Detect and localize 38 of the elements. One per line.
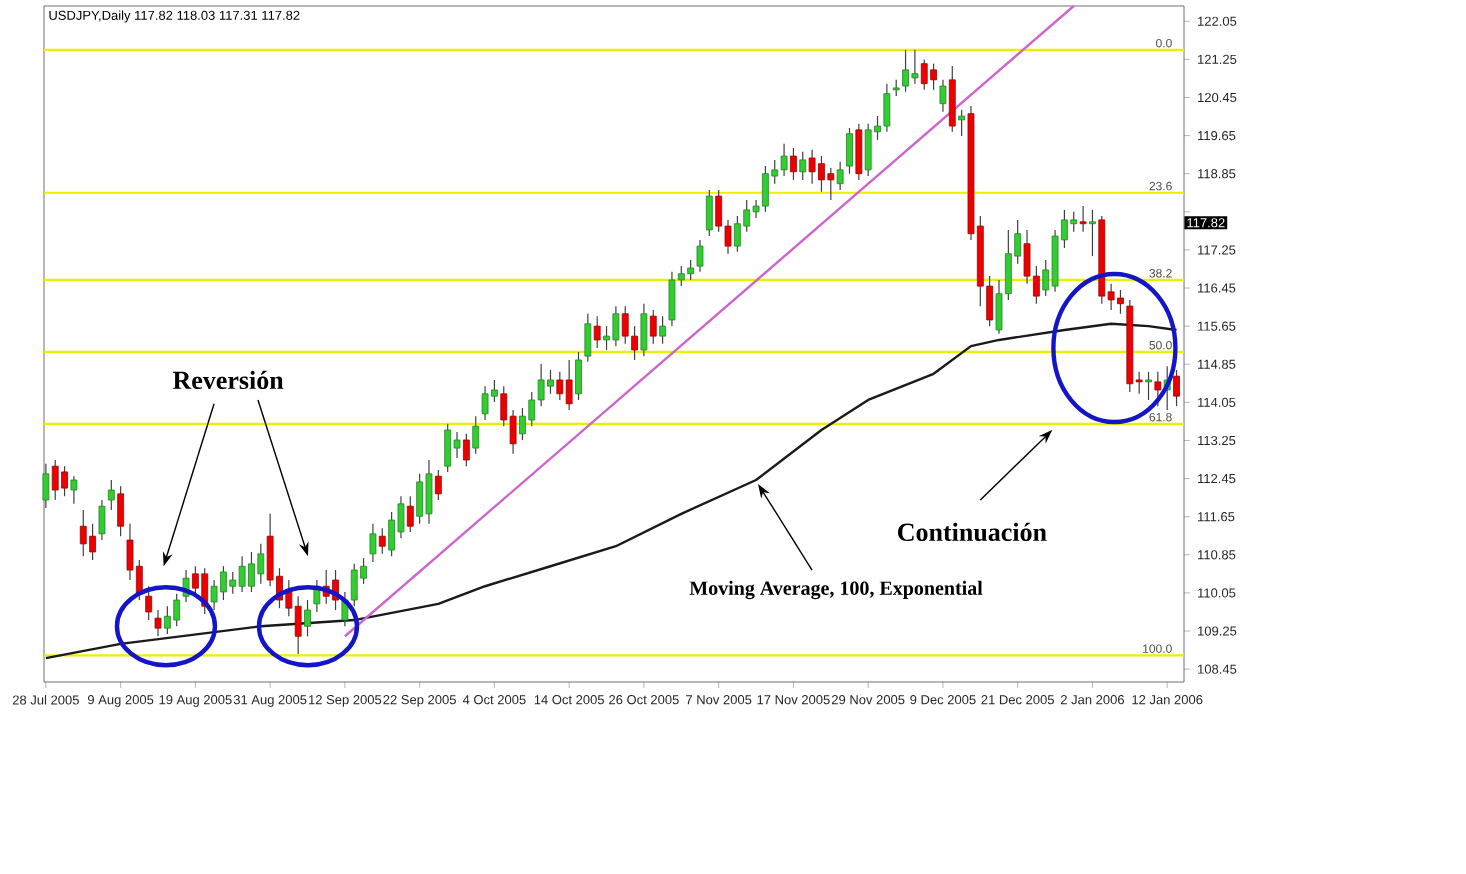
candlestick: [1079, 205, 1087, 233]
line-series: [44, 322, 1178, 660]
candlestick: [154, 609, 162, 637]
candlestick: [855, 123, 863, 181]
candlestick: [434, 469, 442, 501]
candlestick: [1145, 371, 1152, 401]
candlestick: [584, 313, 592, 363]
candlestick: [593, 315, 601, 349]
candlestick: [649, 309, 657, 345]
candlestick: [1173, 369, 1180, 407]
candlestick: [640, 303, 648, 357]
candlestick: [369, 523, 377, 563]
candlestick: [1089, 209, 1096, 257]
candlestick: [846, 127, 853, 175]
candlestick: [1154, 371, 1162, 407]
candlestick: [406, 495, 414, 533]
candlestick: [948, 65, 956, 133]
candlestick: [958, 109, 966, 137]
candlestick: [107, 479, 115, 511]
text: Moving Average, 100, Exponential: [689, 580, 983, 600]
candlestick: [462, 433, 470, 467]
candlestick: [790, 147, 797, 181]
annotation: Reversión: [172, 370, 284, 390]
candlestick: [304, 599, 311, 637]
candlestick: [939, 79, 947, 113]
candlestick: [696, 239, 704, 273]
candlestick: [659, 315, 666, 345]
candlestick: [145, 585, 153, 621]
candlestick: [799, 151, 807, 181]
candlestick: [117, 485, 125, 537]
candlestick: [836, 161, 844, 191]
annotation: Continuación: [898, 522, 1047, 542]
candlestick: [378, 527, 386, 555]
candlestick: [575, 351, 582, 401]
candlestick: [472, 415, 480, 455]
candlestick: [705, 189, 713, 237]
candlestick: [70, 475, 78, 505]
candlestick: [98, 499, 106, 541]
